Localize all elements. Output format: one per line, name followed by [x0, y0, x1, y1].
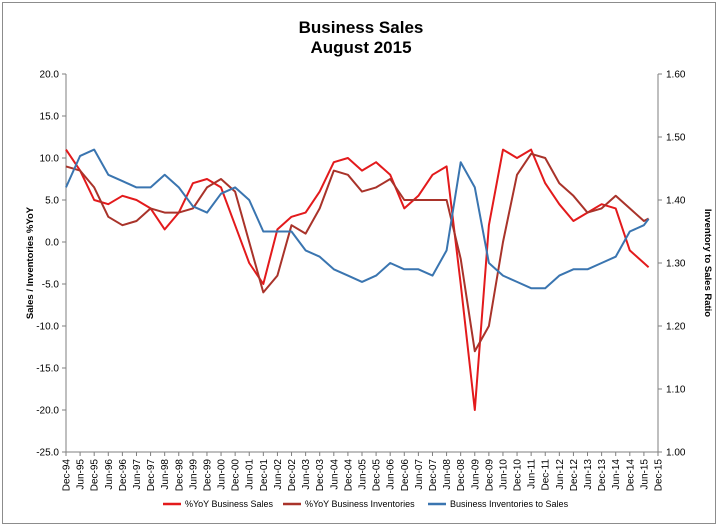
x-tick-label: Dec-03: [315, 459, 326, 492]
x-tick-label: Jun-02: [273, 459, 284, 490]
x-tick-label: Jun-11: [527, 459, 538, 489]
legend: %YoY Business Sales %YoY Business Invento…: [163, 499, 569, 509]
x-tick-label: Jun-06: [386, 459, 397, 490]
x-tick-label: Jun-96: [104, 459, 115, 490]
x-tick-label: Jun-10: [498, 459, 509, 490]
left-tick-label: -5.0: [42, 280, 60, 291]
right-tick-label: 1.20: [666, 322, 686, 333]
left-tick-label: 20.0: [40, 70, 60, 81]
x-tick-label: Dec-02: [287, 459, 298, 492]
chart-subtitle: August 2015: [310, 38, 411, 57]
x-tick-label: Jun-15: [639, 459, 650, 490]
x-tick-label: Dec-12: [569, 459, 580, 492]
x-tick-label: Dec-14: [625, 459, 636, 492]
x-tick-label: Jun-97: [132, 459, 143, 490]
x-tick-label: Dec-99: [202, 459, 213, 492]
x-tick-label: Dec-01: [259, 459, 270, 492]
x-tick-label: Jun-99: [188, 459, 199, 490]
x-tick-label: Jun-03: [301, 459, 312, 490]
x-tick-label: Jun-07: [414, 459, 425, 490]
x-tick-label: Dec-04: [343, 459, 354, 492]
right-axis-title: Inventory to Sales Ratio: [702, 209, 713, 317]
left-tick-label: 5.0: [45, 196, 59, 207]
right-tick-label: 1.60: [666, 70, 686, 81]
right-axis-ticks: 1.60 1.50 1.40 1.30 1.20 1.10 1.00: [658, 70, 686, 459]
left-tick-label: 0.0: [45, 238, 59, 249]
series-line-1: [65, 152, 650, 353]
plot-area: [66, 74, 658, 452]
x-tick-label: Jun-98: [160, 459, 171, 490]
left-tick-label: -25.0: [36, 448, 59, 459]
right-tick-label: 1.50: [666, 133, 686, 144]
x-tick-label: Jun-04: [329, 459, 340, 490]
x-tick-label: Jun-13: [583, 459, 594, 490]
left-axis-title: Sales / Inventories %YoY: [25, 206, 36, 319]
chart-title: Business Sales: [299, 18, 424, 37]
x-tick-label: Jun-08: [442, 459, 453, 490]
x-tick-label: Dec-13: [597, 459, 608, 492]
x-tick-label: Jun-12: [555, 459, 566, 490]
right-tick-label: 1.10: [666, 385, 686, 396]
legend-label-2: Business Inventories to Sales: [450, 499, 569, 509]
series-lines: [65, 148, 650, 411]
left-tick-label: -15.0: [36, 364, 59, 375]
x-tick-label: Dec-95: [90, 459, 101, 492]
x-tick-label: Dec-07: [428, 459, 439, 492]
x-tick-label: Jun-09: [470, 459, 481, 490]
left-tick-label: -20.0: [36, 406, 59, 417]
x-tick-label: Dec-05: [372, 459, 383, 492]
x-tick-label: Jun-05: [358, 459, 369, 490]
x-tick-label: Jun-00: [217, 459, 228, 490]
legend-label-0: %YoY Business Sales: [185, 499, 274, 509]
left-axis-ticks: 20.0 15.0 10.0 5.0 0.0 -5.0 -10.0 -15.0 -20.0 -25…: [36, 70, 66, 459]
x-tick-label: Dec-08: [456, 459, 467, 492]
x-tick-label: Dec-96: [118, 459, 129, 492]
x-tick-label: Jun-14: [611, 459, 622, 490]
x-tick-label: Jun-95: [76, 459, 87, 490]
x-tick-label: Dec-98: [174, 459, 185, 492]
series-line-0: [65, 148, 650, 411]
x-tick-label: Jun-01: [245, 459, 256, 490]
x-tick-label: Dec-10: [513, 459, 524, 492]
x-tick-label: Dec-09: [484, 459, 495, 492]
right-tick-label: 1.30: [666, 259, 686, 270]
x-tick-label: Dec-00: [231, 459, 242, 492]
x-tick-label: Dec-94: [62, 459, 73, 492]
x-tick-label: Dec-97: [146, 459, 157, 492]
x-axis-ticks: Dec-94 Jun-95 Dec-95 Jun-96 Dec-96 Jun-97 Dec-…: [62, 452, 665, 491]
left-tick-label: 10.0: [40, 154, 60, 165]
x-tick-label: Dec-06: [400, 459, 411, 492]
left-tick-label: 15.0: [40, 112, 60, 123]
left-tick-label: -10.0: [36, 322, 59, 333]
x-tick-label: Dec-15: [654, 459, 665, 492]
right-tick-label: 1.40: [666, 196, 686, 207]
legend-label-1: %YoY Business Inventories: [305, 499, 415, 509]
series-line-2: [65, 148, 650, 290]
right-tick-label: 1.00: [666, 448, 686, 459]
x-tick-label: Dec-11: [541, 459, 552, 491]
